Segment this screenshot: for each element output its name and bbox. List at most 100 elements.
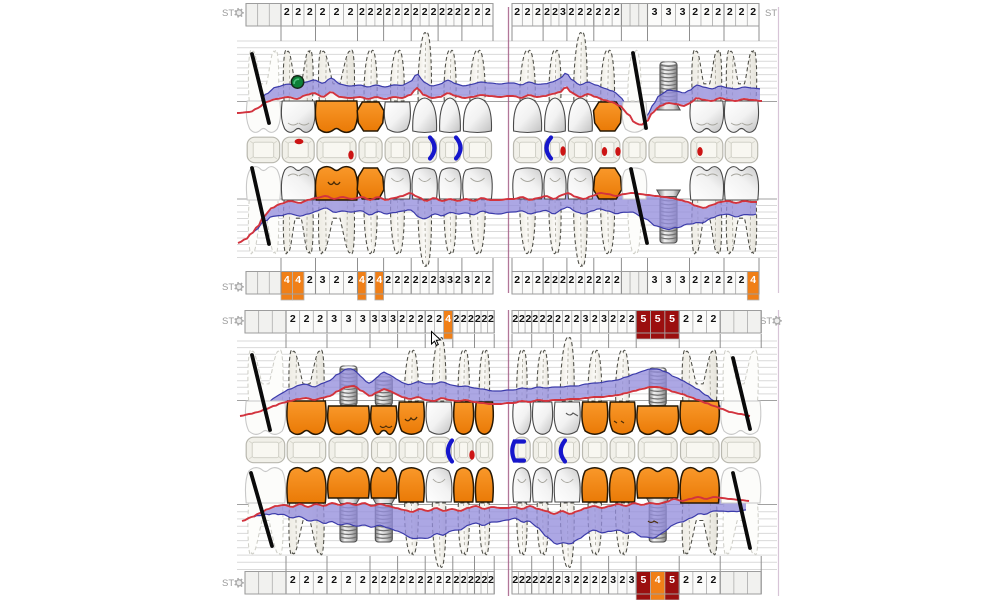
svg-text:3: 3 — [560, 6, 566, 18]
svg-text:2: 2 — [614, 274, 620, 286]
svg-text:2: 2 — [552, 6, 558, 18]
svg-text:2: 2 — [532, 574, 538, 586]
svg-text:5: 5 — [640, 574, 646, 586]
svg-text:2: 2 — [514, 274, 520, 286]
svg-text:2: 2 — [431, 274, 437, 286]
svg-text:2: 2 — [474, 274, 480, 286]
svg-text:2: 2 — [555, 574, 561, 586]
svg-text:2: 2 — [514, 6, 520, 18]
svg-text:2: 2 — [436, 313, 442, 325]
svg-text:2: 2 — [453, 574, 459, 586]
svg-text:2: 2 — [481, 574, 487, 586]
svg-text:2: 2 — [413, 274, 419, 286]
svg-text:ST: ST — [222, 8, 234, 19]
svg-text:2: 2 — [619, 574, 625, 586]
svg-text:2: 2 — [427, 313, 433, 325]
svg-text:2: 2 — [304, 313, 310, 325]
svg-text:2: 2 — [290, 313, 296, 325]
svg-text:2: 2 — [475, 574, 481, 586]
svg-text:2: 2 — [394, 274, 400, 286]
svg-text:ST: ST — [760, 316, 772, 327]
svg-text:2: 2 — [605, 6, 611, 18]
svg-text:4: 4 — [655, 574, 661, 586]
svg-text:5: 5 — [669, 313, 675, 325]
svg-text:2: 2 — [436, 574, 442, 586]
svg-text:2: 2 — [692, 274, 698, 286]
svg-text:2: 2 — [418, 574, 424, 586]
svg-text:2: 2 — [307, 6, 313, 18]
svg-text:2: 2 — [381, 574, 387, 586]
svg-text:2: 2 — [547, 574, 553, 586]
svg-text:2: 2 — [290, 574, 296, 586]
svg-text:2: 2 — [525, 274, 531, 286]
svg-text:2: 2 — [488, 574, 494, 586]
svg-text:2: 2 — [455, 274, 461, 286]
svg-text:3: 3 — [464, 274, 470, 286]
svg-text:ST: ST — [222, 316, 234, 327]
svg-text:3: 3 — [320, 274, 326, 286]
svg-text:2: 2 — [295, 6, 301, 18]
svg-text:5: 5 — [640, 313, 646, 325]
svg-text:2: 2 — [372, 574, 378, 586]
svg-text:2: 2 — [710, 574, 716, 586]
svg-text:3: 3 — [381, 313, 387, 325]
svg-text:2: 2 — [750, 6, 756, 18]
svg-text:2: 2 — [540, 313, 546, 325]
svg-text:2: 2 — [619, 313, 625, 325]
svg-text:2: 2 — [552, 274, 558, 286]
svg-text:4: 4 — [295, 274, 301, 286]
svg-text:3: 3 — [652, 274, 658, 286]
svg-text:2: 2 — [475, 313, 481, 325]
svg-text:3: 3 — [346, 313, 352, 325]
svg-text:2: 2 — [317, 574, 323, 586]
svg-text:4: 4 — [284, 274, 290, 286]
svg-text:2: 2 — [461, 313, 467, 325]
svg-text:3: 3 — [652, 6, 658, 18]
svg-text:ST: ST — [765, 8, 777, 19]
svg-text:2: 2 — [320, 6, 326, 18]
svg-text:2: 2 — [427, 574, 433, 586]
svg-text:3: 3 — [583, 313, 589, 325]
svg-text:2: 2 — [525, 574, 531, 586]
svg-text:2: 2 — [568, 274, 574, 286]
svg-text:ST: ST — [222, 282, 234, 293]
svg-text:2: 2 — [715, 274, 721, 286]
svg-text:2: 2 — [307, 274, 313, 286]
svg-text:2: 2 — [455, 6, 461, 18]
svg-text:2: 2 — [360, 574, 366, 586]
svg-text:2: 2 — [710, 313, 716, 325]
svg-text:3: 3 — [680, 274, 686, 286]
svg-text:2: 2 — [692, 6, 698, 18]
svg-text:2: 2 — [577, 6, 583, 18]
svg-text:2: 2 — [683, 313, 689, 325]
svg-text:2: 2 — [583, 574, 589, 586]
svg-text:3: 3 — [629, 574, 635, 586]
svg-text:2: 2 — [525, 313, 531, 325]
svg-text:2: 2 — [704, 6, 710, 18]
svg-text:3: 3 — [666, 6, 672, 18]
svg-text:2: 2 — [468, 574, 474, 586]
svg-text:2: 2 — [453, 313, 459, 325]
svg-text:2: 2 — [697, 574, 703, 586]
svg-text:2: 2 — [592, 313, 598, 325]
svg-text:2: 2 — [577, 274, 583, 286]
svg-text:2: 2 — [560, 274, 566, 286]
svg-text:2: 2 — [535, 6, 541, 18]
svg-text:2: 2 — [595, 274, 601, 286]
svg-text:3: 3 — [447, 274, 453, 286]
svg-text:2: 2 — [739, 6, 745, 18]
svg-text:ST: ST — [222, 578, 234, 589]
svg-text:2: 2 — [334, 6, 340, 18]
svg-text:3: 3 — [439, 274, 445, 286]
svg-text:2: 2 — [439, 6, 445, 18]
svg-text:2: 2 — [544, 274, 550, 286]
svg-text:2: 2 — [485, 6, 491, 18]
svg-text:2: 2 — [418, 313, 424, 325]
svg-text:2: 2 — [461, 574, 467, 586]
svg-text:2: 2 — [512, 313, 518, 325]
svg-text:2: 2 — [540, 574, 546, 586]
svg-text:2: 2 — [447, 6, 453, 18]
svg-text:2: 2 — [586, 6, 592, 18]
svg-text:3: 3 — [666, 274, 672, 286]
svg-text:4: 4 — [359, 274, 365, 286]
